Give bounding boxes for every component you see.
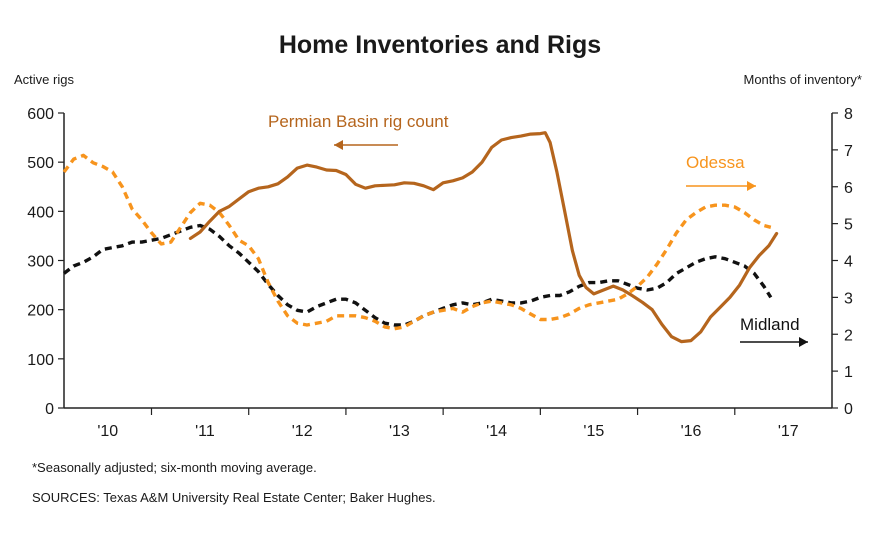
y-right-tick-label: 7	[844, 143, 853, 160]
series-line-odessa	[62, 153, 772, 331]
annotation-layer: Permian Basin rig count Odessa Midland	[268, 112, 808, 347]
y-left-tick-label: 600	[27, 106, 54, 123]
y-right-tick-label: 6	[844, 180, 853, 197]
x-tick-label: '10	[97, 423, 118, 440]
y-right-tick-label: 1	[844, 364, 853, 381]
y-right-tick-label: 5	[844, 217, 853, 234]
arrow-head-midland	[799, 337, 808, 347]
label-odessa: Odessa	[686, 153, 745, 172]
x-tick-label: '15	[583, 423, 604, 440]
footnote-sources: SOURCES: Texas A&M University Real Estat…	[32, 490, 436, 505]
axes: 0 100 200 300 400 500 600 0 1 2 3 4 5 6 7 8 '10 '11 '12 '13…	[27, 106, 853, 440]
y-left-tick-label: 100	[27, 352, 54, 369]
x-tick-label: '16	[681, 423, 702, 440]
y-left-tick-label: 500	[27, 155, 54, 172]
arrow-head-permian-basin-rig-count	[334, 140, 343, 150]
y-left-tick-label: 200	[27, 303, 54, 320]
y-right-axis-title: Months of inventory*	[743, 72, 862, 87]
y-right-tick-label: 3	[844, 290, 853, 307]
y-right-tick-label: 8	[844, 106, 853, 123]
x-tick-label: '13	[389, 423, 410, 440]
x-tick-label: '14	[486, 423, 507, 440]
y-left-tick-label: 300	[27, 254, 54, 271]
arrow-head-odessa	[747, 181, 756, 191]
y-right-tick-label: 0	[844, 401, 853, 418]
x-tick-label: '12	[292, 423, 313, 440]
x-tick-label: '11	[195, 423, 215, 440]
chart-title: Home Inventories and Rigs	[279, 31, 601, 59]
y-right-tick-label: 2	[844, 327, 853, 344]
y-left-tick-label: 400	[27, 204, 54, 221]
series-layer	[62, 131, 779, 344]
y-left-tick-label: 0	[45, 401, 54, 418]
series-line-permian-basin-rig-count	[188, 131, 779, 344]
label-midland: Midland	[740, 315, 800, 334]
y-right-tick-label: 4	[844, 254, 853, 271]
y-left-axis-title: Active rigs	[14, 72, 74, 87]
footnote-seasonal: *Seasonally adjusted; six-month moving a…	[32, 460, 317, 475]
x-tick-label: '17	[778, 423, 799, 440]
label-permian-basin-rig-count: Permian Basin rig count	[268, 112, 449, 131]
